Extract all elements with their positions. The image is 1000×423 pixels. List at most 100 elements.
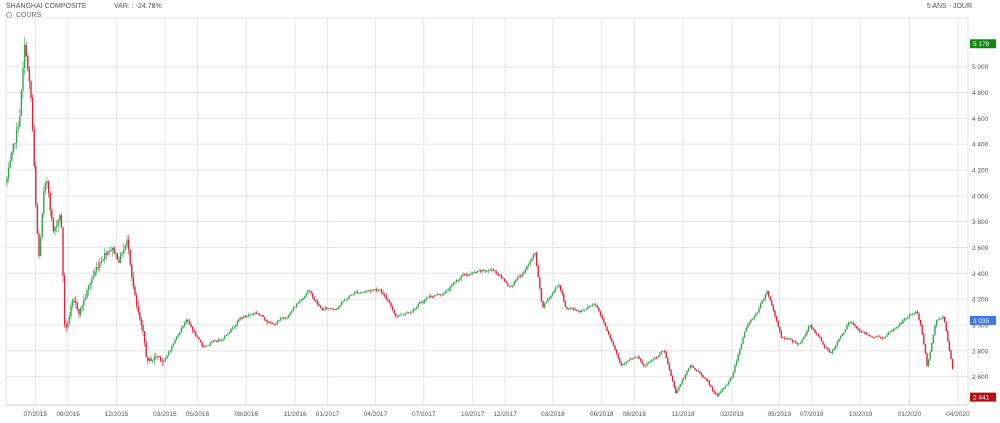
x-tick-label: 02/2019 bbox=[720, 411, 744, 418]
candle-body bbox=[150, 358, 152, 362]
candle-body bbox=[198, 337, 200, 340]
candle-body bbox=[177, 334, 179, 337]
candle-body bbox=[439, 294, 442, 296]
candle-body bbox=[601, 315, 603, 319]
candle-body bbox=[689, 365, 691, 369]
candle-body bbox=[49, 192, 51, 211]
candle-body bbox=[844, 329, 847, 333]
candle-body bbox=[491, 269, 493, 271]
candle-body bbox=[758, 308, 760, 313]
candle-body bbox=[743, 331, 746, 338]
candle-body bbox=[459, 278, 461, 281]
candle-body bbox=[171, 346, 173, 351]
candle-body bbox=[561, 290, 563, 295]
candle-body bbox=[633, 357, 635, 359]
candle-body bbox=[908, 314, 911, 318]
candle-body bbox=[403, 314, 405, 316]
candle-body bbox=[481, 269, 483, 272]
y-tick-label: 3 200 bbox=[972, 297, 989, 304]
candle-body bbox=[404, 313, 407, 315]
candle-body bbox=[529, 260, 531, 265]
candle-body bbox=[302, 298, 304, 300]
candle-body bbox=[228, 332, 231, 334]
candle-body bbox=[374, 289, 376, 290]
candle-body bbox=[739, 349, 741, 355]
candle-body bbox=[300, 299, 303, 301]
y-tick-label: 4 000 bbox=[972, 193, 989, 200]
candle-body bbox=[25, 44, 27, 57]
candle-body bbox=[857, 328, 859, 330]
candle-body bbox=[454, 282, 456, 284]
candle-body bbox=[859, 329, 861, 332]
candle-body bbox=[451, 284, 453, 287]
candle-body bbox=[942, 316, 944, 319]
candle-body bbox=[84, 297, 87, 300]
candle-body bbox=[19, 115, 21, 127]
candle-body bbox=[79, 308, 82, 315]
candle-body bbox=[27, 56, 29, 69]
candle-body bbox=[771, 300, 773, 306]
candle-body bbox=[820, 337, 823, 342]
candle-body bbox=[854, 324, 856, 327]
candle-body bbox=[116, 253, 119, 260]
candle-body bbox=[737, 354, 739, 361]
candle-body bbox=[73, 300, 75, 302]
candle-body bbox=[764, 294, 767, 299]
candle-body bbox=[215, 341, 218, 342]
candle-body bbox=[431, 296, 434, 298]
candle-body bbox=[892, 329, 895, 332]
candle-body bbox=[503, 278, 506, 282]
candle-body bbox=[118, 259, 120, 263]
candle-body bbox=[307, 290, 309, 294]
candle-body bbox=[817, 334, 819, 337]
candle-body bbox=[873, 337, 875, 338]
candle-body bbox=[99, 263, 101, 268]
candle-body bbox=[399, 314, 402, 316]
candle-body bbox=[475, 272, 477, 273]
candle-body bbox=[580, 310, 583, 313]
candle-body bbox=[729, 378, 731, 382]
candle-body bbox=[751, 319, 754, 320]
candle-body bbox=[715, 392, 717, 395]
candle-body bbox=[468, 274, 471, 276]
candle-body bbox=[799, 343, 802, 344]
candle-body bbox=[65, 324, 67, 328]
candle-body bbox=[918, 313, 920, 320]
candle-body bbox=[22, 67, 24, 91]
candle-body bbox=[334, 309, 336, 310]
candle-body bbox=[694, 367, 696, 370]
candle-body bbox=[347, 298, 349, 300]
candle-body bbox=[662, 351, 664, 353]
period-label[interactable]: 5 ANS - JOUR bbox=[926, 3, 972, 10]
candle-body bbox=[779, 326, 781, 332]
candle-body bbox=[787, 338, 789, 339]
candle-body bbox=[239, 317, 242, 320]
candle-body bbox=[427, 297, 429, 299]
candle-body bbox=[158, 356, 160, 358]
candle-body bbox=[497, 273, 499, 276]
candle-body bbox=[75, 301, 77, 304]
candle-body bbox=[398, 314, 400, 317]
candle-body bbox=[260, 315, 263, 316]
candle-body bbox=[379, 289, 381, 291]
candle-body bbox=[523, 272, 525, 274]
candle-body bbox=[443, 293, 445, 295]
candle-body bbox=[127, 239, 130, 250]
candle-body bbox=[145, 342, 147, 357]
x-tick-label: 03/2016 bbox=[153, 411, 177, 418]
candle-body bbox=[483, 269, 485, 271]
x-tick-label: 12/2017 bbox=[493, 411, 517, 418]
candle-body bbox=[641, 360, 643, 364]
candle-body bbox=[899, 323, 901, 326]
candle-body bbox=[195, 332, 197, 337]
candle-body bbox=[395, 313, 397, 317]
candle-body bbox=[553, 290, 555, 293]
candle-body bbox=[735, 360, 738, 366]
candle-body bbox=[815, 332, 818, 335]
candle-body bbox=[627, 361, 629, 362]
candle-body bbox=[283, 317, 285, 319]
candle-body bbox=[819, 336, 821, 338]
candle-body bbox=[433, 295, 435, 298]
candle-body bbox=[182, 325, 184, 329]
